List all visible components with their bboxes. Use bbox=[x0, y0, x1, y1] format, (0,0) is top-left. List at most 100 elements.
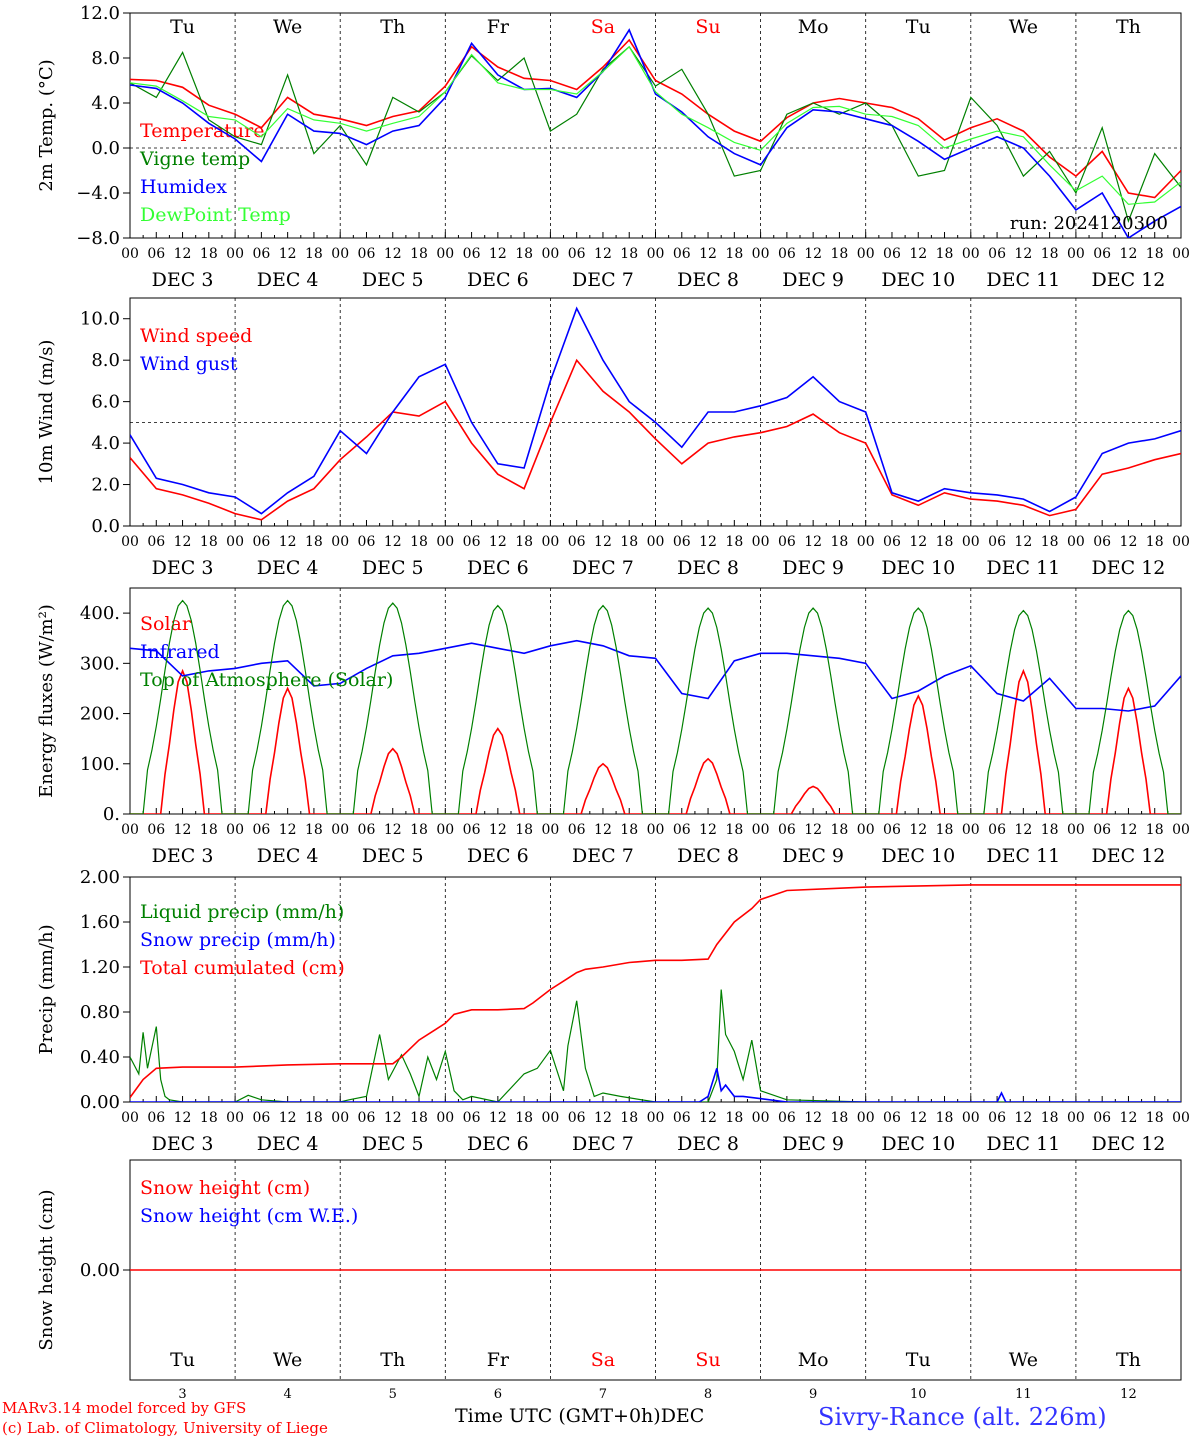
precip-hour-label: 18 bbox=[620, 1110, 638, 1126]
energy-hour-label: 18 bbox=[831, 822, 849, 838]
temperature-legend-2: Humidex bbox=[140, 176, 227, 198]
wind-hour-label: 18 bbox=[410, 534, 428, 550]
precip-hour-label: 12 bbox=[804, 1110, 822, 1126]
precip-ytick-label: 0.80 bbox=[80, 1002, 120, 1023]
temperature-ytick-label: −8.0 bbox=[76, 228, 120, 249]
wind-hour-label: 18 bbox=[936, 534, 954, 550]
energy-date-label: DEC 11 bbox=[986, 845, 1060, 867]
x-axis-title: Time UTC (GMT+0h)DEC bbox=[455, 1405, 704, 1427]
day-number: 10 bbox=[910, 1387, 927, 1402]
energy-ytick-label: 0. bbox=[103, 804, 120, 825]
energy-legend-0: Solar bbox=[140, 613, 192, 635]
wind-hour-label: 00 bbox=[752, 534, 770, 550]
day-name-bottom: Mo bbox=[798, 1349, 829, 1371]
temperature-hour-label: 12 bbox=[1014, 246, 1032, 262]
temperature-hour-label: 18 bbox=[515, 246, 533, 262]
energy-hour-label: 00 bbox=[226, 822, 244, 838]
wind-hour-label: 18 bbox=[515, 534, 533, 550]
precip-hour-label: 12 bbox=[279, 1110, 297, 1126]
wind-date-label: DEC 12 bbox=[1092, 557, 1166, 579]
precip-ytick-label: 0.40 bbox=[80, 1047, 120, 1068]
wind-date-label: DEC 8 bbox=[677, 557, 739, 579]
energy-hour-label: 06 bbox=[988, 822, 1006, 838]
temperature-hour-label: 00 bbox=[1067, 246, 1085, 262]
temperature-date-label: DEC 6 bbox=[467, 269, 529, 291]
run-label: run: 2024120300 bbox=[1010, 213, 1168, 234]
temperature-series-0 bbox=[130, 38, 1181, 199]
temperature-hour-label: 06 bbox=[1093, 246, 1111, 262]
precip-date-label: DEC 3 bbox=[152, 1133, 214, 1155]
precip-date-label: DEC 12 bbox=[1092, 1133, 1166, 1155]
wind-hour-label: 00 bbox=[436, 534, 454, 550]
precip-date-label: DEC 4 bbox=[257, 1133, 319, 1155]
energy-hour-label: 18 bbox=[410, 822, 428, 838]
energy-hour-label: 12 bbox=[804, 822, 822, 838]
precip-date-label: DEC 8 bbox=[677, 1133, 739, 1155]
precip-date-label: DEC 11 bbox=[986, 1133, 1060, 1155]
energy-hour-label: 18 bbox=[725, 822, 743, 838]
energy-hour-label: 00 bbox=[752, 822, 770, 838]
precip-series-2 bbox=[130, 884, 1181, 1098]
day-name-top: We bbox=[273, 16, 302, 38]
precip-ytick-label: 1.60 bbox=[80, 912, 120, 933]
temperature-hour-label: 12 bbox=[594, 246, 612, 262]
wind-date-label: DEC 7 bbox=[572, 557, 634, 579]
day-name-bottom: Th bbox=[380, 1349, 405, 1371]
energy-hour-label: 00 bbox=[121, 822, 139, 838]
wind-legend-0: Wind speed bbox=[140, 325, 252, 347]
temperature-date-label: DEC 8 bbox=[677, 269, 739, 291]
energy-ytick-label: 100. bbox=[80, 754, 120, 775]
temperature-series-1 bbox=[130, 45, 1181, 223]
temperature-series-3 bbox=[130, 45, 1181, 205]
temperature-hour-label: 12 bbox=[1120, 246, 1138, 262]
wind-hour-label: 18 bbox=[1146, 534, 1164, 550]
energy-hour-label: 12 bbox=[174, 822, 192, 838]
temperature-hour-label: 00 bbox=[121, 246, 139, 262]
precip-hour-label: 00 bbox=[436, 1110, 454, 1126]
station-name: Sivry-Rance (alt. 226m) bbox=[818, 1403, 1107, 1431]
wind-ytick-label: 6.0 bbox=[91, 392, 120, 413]
precip-hour-label: 06 bbox=[568, 1110, 586, 1126]
day-name-bottom: Th bbox=[1116, 1349, 1141, 1371]
energy-hour-label: 12 bbox=[1120, 822, 1138, 838]
wind-hour-label: 12 bbox=[1120, 534, 1138, 550]
wind-hour-label: 06 bbox=[673, 534, 691, 550]
temperature-hour-label: 18 bbox=[200, 246, 218, 262]
energy-date-label: DEC 7 bbox=[572, 845, 634, 867]
day-name-top: Th bbox=[1116, 16, 1141, 38]
energy-hour-label: 18 bbox=[936, 822, 954, 838]
precip-hour-label: 06 bbox=[883, 1110, 901, 1126]
temperature-ytick-label: 12.0 bbox=[80, 3, 120, 24]
wind-hour-label: 06 bbox=[358, 534, 376, 550]
wind-ytick-label: 10.0 bbox=[80, 309, 120, 330]
day-name-top: Tu bbox=[170, 16, 195, 38]
precip-hour-label: 00 bbox=[1172, 1110, 1190, 1126]
wind-hour-label: 12 bbox=[594, 534, 612, 550]
energy-hour-label: 18 bbox=[200, 822, 218, 838]
temperature-hour-label: 00 bbox=[226, 246, 244, 262]
energy-hour-label: 06 bbox=[673, 822, 691, 838]
wind-hour-label: 06 bbox=[778, 534, 796, 550]
precip-hour-label: 06 bbox=[358, 1110, 376, 1126]
credit-line-2: (c) Lab. of Climatology, University of L… bbox=[2, 1419, 328, 1437]
energy-hour-label: 00 bbox=[647, 822, 665, 838]
day-name-bottom: We bbox=[273, 1349, 302, 1371]
energy-hour-label: 00 bbox=[857, 822, 875, 838]
temperature-hour-label: 18 bbox=[620, 246, 638, 262]
energy-hour-label: 06 bbox=[778, 822, 796, 838]
x-axis-title-text: Time UTC (GMT+0h) bbox=[455, 1405, 661, 1427]
wind-date-label: DEC 10 bbox=[881, 557, 955, 579]
energy-legend-1: Infrared bbox=[140, 641, 220, 663]
temperature-hour-label: 18 bbox=[936, 246, 954, 262]
wind-date-label: DEC 5 bbox=[362, 557, 424, 579]
x-axis-title-suffix: DEC bbox=[660, 1405, 705, 1427]
temperature-hour-label: 18 bbox=[1041, 246, 1059, 262]
day-number: 4 bbox=[284, 1387, 292, 1402]
temperature-hour-label: 12 bbox=[384, 246, 402, 262]
precip-hour-label: 00 bbox=[331, 1110, 349, 1126]
day-number: 11 bbox=[1015, 1387, 1032, 1402]
credit-line-1: MARv3.14 model forced by GFS bbox=[2, 1399, 247, 1417]
wind-hour-label: 00 bbox=[962, 534, 980, 550]
temperature-hour-label: 12 bbox=[699, 246, 717, 262]
temperature-hour-label: 06 bbox=[883, 246, 901, 262]
